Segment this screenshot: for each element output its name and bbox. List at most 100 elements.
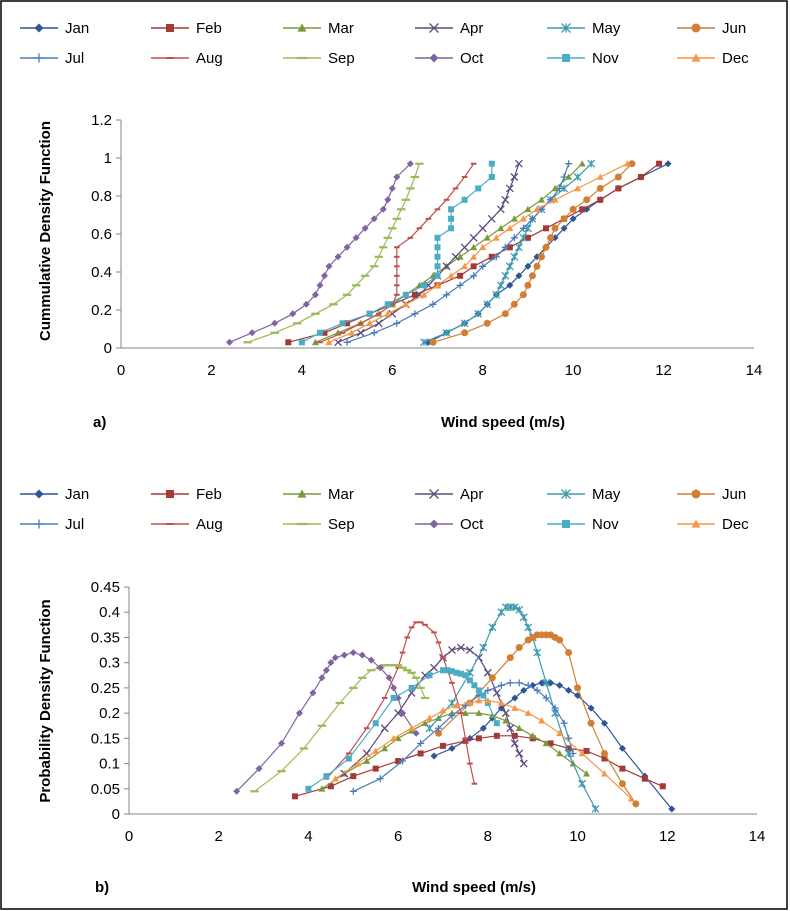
data-point-nov [444, 667, 451, 674]
legend-marker-jan [34, 489, 44, 499]
data-point-feb [470, 263, 477, 270]
data-point-may [419, 338, 428, 347]
data-point-jan [618, 744, 626, 752]
series-oct [233, 649, 420, 795]
data-point-mar [537, 196, 545, 203]
series-jul [349, 679, 577, 795]
data-point-oct [295, 709, 303, 717]
data-point-dec [461, 262, 469, 270]
legend-marker-dec [691, 519, 701, 528]
legend-marker-oct [429, 519, 439, 529]
data-point-jul [542, 694, 550, 702]
data-point-apr [456, 643, 465, 652]
data-point-apr [465, 646, 474, 655]
data-point-dec [402, 300, 410, 308]
y-tick-label: 0.6 [91, 226, 112, 243]
data-point-feb [619, 765, 626, 772]
x-tick-label: 2 [215, 828, 223, 845]
series-dec [331, 697, 635, 802]
data-point-feb [547, 740, 554, 747]
legend-item-mar: Mar [283, 486, 354, 503]
data-point-dec [452, 702, 460, 709]
x-tick-label: 12 [659, 828, 676, 845]
legend-marker-mar [297, 489, 307, 498]
legend-marker-dec [691, 53, 701, 62]
legend-a: Jan Feb Mar Apr May Jun Jul Aug Sep Oct Nov Dec [20, 20, 749, 67]
data-point-mar [510, 215, 518, 222]
series-oct [226, 160, 414, 346]
data-point-jun [556, 636, 564, 644]
data-point-apr [394, 709, 403, 718]
data-point-nov [448, 215, 455, 222]
data-point-oct [226, 338, 234, 346]
data-point-oct [248, 329, 256, 337]
data-point-may [573, 173, 582, 181]
legend-item-dec: Dec [677, 50, 749, 67]
data-point-nov [316, 329, 323, 336]
data-point-oct [352, 234, 360, 242]
data-point-jun [506, 654, 514, 662]
data-point-nov [323, 773, 330, 780]
data-point-feb [579, 206, 586, 213]
data-point-may [474, 309, 483, 318]
series-sep [243, 162, 424, 344]
y-tick-label: 0.4 [91, 264, 112, 281]
legend-item-apr: Apr [415, 486, 483, 503]
legend-label-may: May [592, 486, 621, 503]
data-point-feb [411, 291, 418, 298]
legend-label-nov: Nov [592, 50, 619, 67]
data-point-jun [574, 684, 582, 692]
data-point-feb [417, 750, 424, 757]
data-point-jul [417, 739, 425, 747]
data-point-jan [556, 681, 564, 689]
data-point-jul [399, 757, 407, 765]
data-point-jul [519, 224, 527, 232]
data-point-jul [497, 681, 505, 689]
data-point-oct [399, 709, 407, 717]
data-point-apr [501, 195, 510, 204]
data-point-oct [327, 659, 335, 667]
y-tick-label: 1.2 [91, 112, 112, 129]
data-point-jun [600, 749, 608, 757]
legend-item-feb: Feb [151, 20, 222, 37]
data-point-jul [506, 679, 514, 687]
data-point-may [501, 271, 510, 280]
series-b [233, 603, 676, 813]
data-point-jun [435, 729, 443, 737]
data-point-nov [339, 320, 346, 327]
series-aug [323, 621, 478, 785]
y-tick-label: 0.1 [99, 756, 120, 773]
y-tick-label: 0.35 [91, 629, 120, 646]
data-point-may [542, 678, 551, 687]
data-point-jan [506, 281, 514, 289]
legend-item-sep: Sep [283, 50, 355, 67]
data-point-may [514, 243, 523, 252]
data-point-apr [374, 319, 383, 328]
y-axis-title-a: Cummulative Density Function [37, 121, 54, 341]
data-point-may [460, 319, 469, 328]
data-point-apr [487, 214, 496, 223]
data-point-jun [569, 205, 577, 213]
data-point-oct [340, 651, 348, 659]
data-point-oct [311, 291, 319, 299]
panel-b: Jan Feb Mar Apr May Jun Jul Aug Sep Oct Nov Dec 0 0.… [20, 486, 765, 896]
data-point-may [587, 159, 596, 168]
data-point-nov [305, 785, 312, 792]
data-point-jun [524, 281, 532, 289]
data-point-nov [298, 339, 305, 346]
data-point-jun [519, 291, 527, 299]
data-point-nov [475, 185, 482, 192]
x-tick-label: 6 [394, 828, 402, 845]
data-point-nov [457, 670, 464, 677]
data-point-oct [379, 205, 387, 213]
legend-item-jul: Jul [20, 516, 84, 533]
data-point-apr [505, 184, 514, 193]
x-tick-label: 4 [298, 362, 306, 379]
x-tick-label: 14 [749, 828, 766, 845]
data-point-nov [475, 687, 482, 694]
data-point-dec [574, 184, 582, 192]
data-point-oct [334, 253, 342, 261]
data-point-jan [479, 724, 487, 732]
legend-marker-jul [34, 519, 44, 529]
data-point-apr [514, 159, 523, 168]
